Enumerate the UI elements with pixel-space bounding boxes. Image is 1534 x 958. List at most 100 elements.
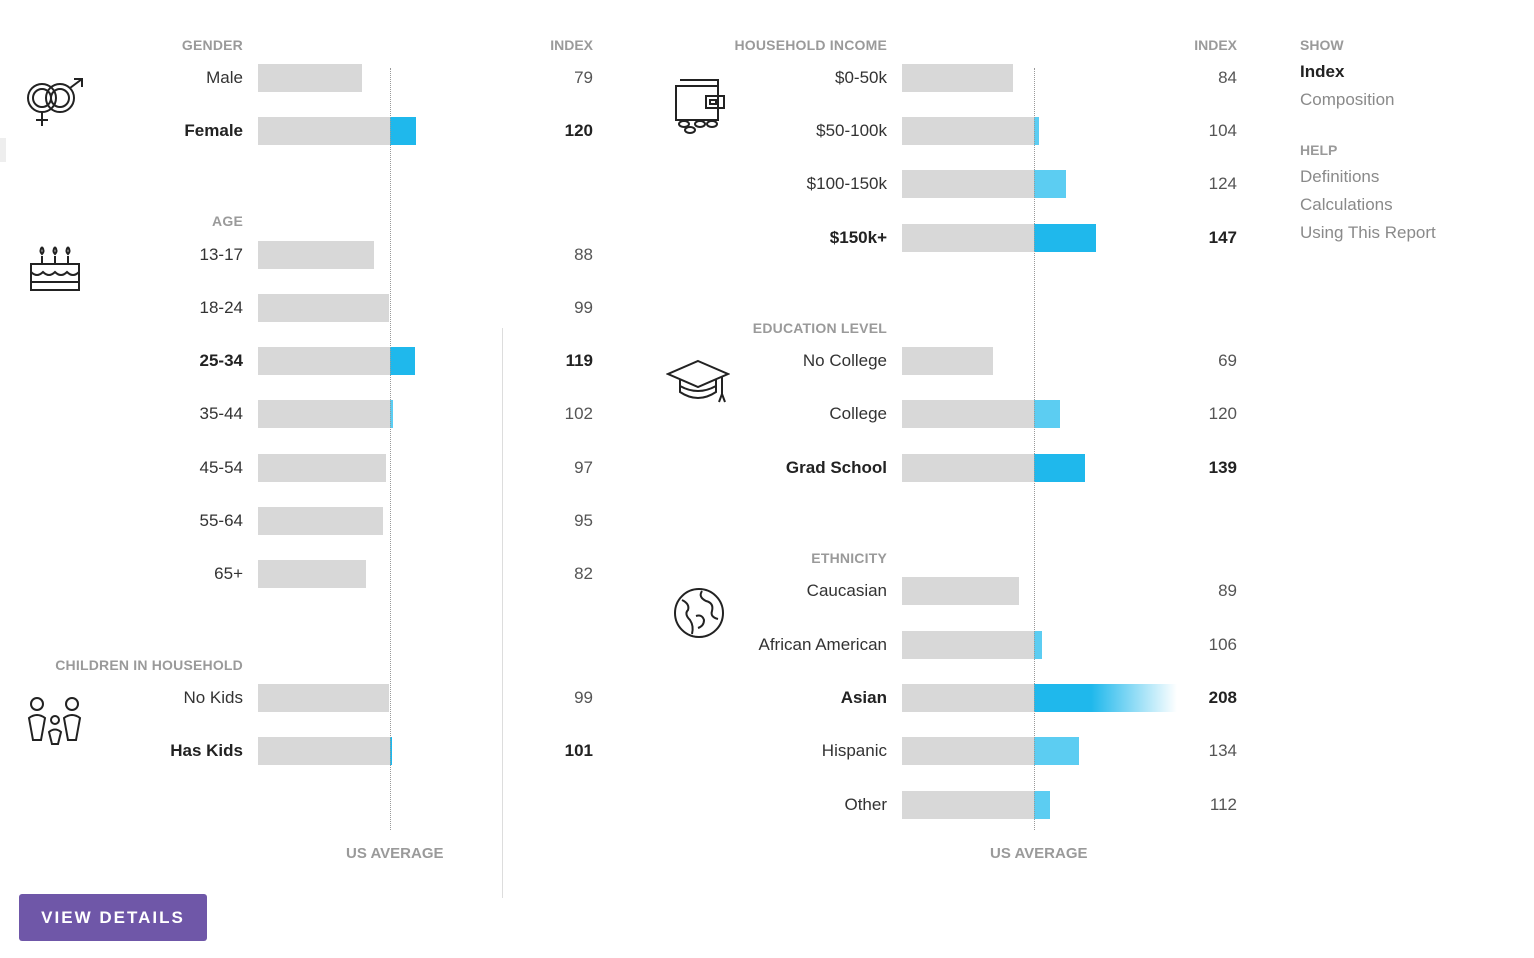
income-row-label: $0-50k bbox=[835, 68, 887, 87]
children-row-label: No Kids bbox=[183, 688, 243, 707]
ethnicity-row-value: 112 bbox=[1209, 795, 1237, 814]
ethnicity-row-value: 89 bbox=[1218, 581, 1237, 600]
ethnicity-row-label: Caucasian bbox=[806, 581, 887, 600]
ethnicity-bar-bg bbox=[902, 577, 1020, 605]
ethnicity-bar-bg bbox=[902, 684, 1034, 712]
gender-bar-bg bbox=[258, 64, 363, 92]
education-row-value: 139 bbox=[1208, 458, 1237, 477]
age-bar-fill bbox=[390, 347, 416, 375]
us-average-label-left: US AVERAGE bbox=[346, 845, 444, 862]
ethnicity-bar-fill bbox=[1034, 684, 1177, 712]
income-row-label: $150k+ bbox=[829, 228, 887, 247]
index-header-right: INDEX bbox=[1194, 37, 1237, 53]
age-row-label: 35-44 bbox=[199, 404, 243, 423]
using-this-report-link[interactable]: Using This Report bbox=[1300, 223, 1436, 242]
us-average-line-left bbox=[390, 68, 391, 830]
us-average-line-right bbox=[1034, 68, 1035, 830]
column-divider bbox=[502, 328, 503, 898]
age-bar-bg bbox=[258, 507, 384, 535]
age-row-label: 45-54 bbox=[199, 458, 243, 477]
index-header-left: INDEX bbox=[550, 37, 593, 53]
age-title: AGE bbox=[212, 213, 243, 229]
ethnicity-row-label: Hispanic bbox=[821, 741, 887, 760]
income-row-value: 124 bbox=[1208, 174, 1237, 193]
ethnicity-bar-fill bbox=[1034, 631, 1042, 659]
show-index-link[interactable]: Index bbox=[1300, 62, 1345, 81]
education-bar-bg bbox=[902, 347, 994, 375]
ethnicity-bar-fill bbox=[1034, 791, 1050, 819]
gender-title: GENDER bbox=[181, 37, 243, 53]
calculations-link[interactable]: Calculations bbox=[1300, 195, 1393, 214]
income-row-value: 104 bbox=[1208, 121, 1237, 140]
wallet-icon bbox=[675, 79, 725, 134]
education-title: EDUCATION LEVEL bbox=[752, 320, 887, 336]
age-row-value: 82 bbox=[574, 564, 593, 583]
ethnicity-bar-bg bbox=[902, 791, 1034, 819]
age-bar-fill bbox=[390, 400, 393, 428]
age-row-value: 99 bbox=[574, 298, 593, 317]
children-row-value: 99 bbox=[574, 688, 593, 707]
gender-bar-bg bbox=[258, 117, 390, 145]
show-title: SHOW bbox=[1300, 37, 1344, 53]
family-icon bbox=[27, 697, 82, 745]
ethnicity-title: ETHNICITY bbox=[811, 550, 887, 566]
ethnicity-row-label: Other bbox=[844, 795, 887, 814]
education-row-label: College bbox=[829, 404, 887, 423]
age-row-value: 102 bbox=[564, 404, 593, 423]
income-bar-bg bbox=[902, 224, 1034, 252]
income-bar-fill bbox=[1034, 224, 1097, 252]
ethnicity-row-label: Asian bbox=[840, 688, 887, 707]
age-row-label: 65+ bbox=[214, 564, 243, 583]
income-row-label: $50-100k bbox=[816, 121, 887, 140]
ethnicity-bar-fill bbox=[1034, 737, 1079, 765]
ethnicity-row-value: 134 bbox=[1208, 741, 1237, 760]
ethnicity-bar-bg bbox=[902, 631, 1034, 659]
age-row-label: 13-17 bbox=[199, 245, 243, 264]
age-bar-bg bbox=[258, 294, 389, 322]
children-bar-fill bbox=[390, 737, 392, 765]
gender-row-value: 79 bbox=[574, 68, 593, 87]
gender-row-label: Female bbox=[184, 121, 243, 140]
education-bar-fill bbox=[1034, 400, 1061, 428]
ethnicity-row-value: 106 bbox=[1208, 635, 1237, 654]
children-row-value: 101 bbox=[564, 741, 593, 760]
globe-icon bbox=[674, 588, 724, 638]
help-title: HELP bbox=[1300, 142, 1338, 158]
children-row-label: Has Kids bbox=[170, 741, 243, 760]
income-bar-bg bbox=[902, 117, 1034, 145]
education-bar-fill bbox=[1034, 454, 1086, 482]
us-average-label-right: US AVERAGE bbox=[990, 845, 1088, 862]
gender-row-label: Male bbox=[206, 68, 243, 87]
age-row-value: 88 bbox=[574, 245, 593, 264]
ethnicity-row-label: African American bbox=[758, 635, 888, 654]
children-bar-bg bbox=[258, 684, 389, 712]
income-bar-fill bbox=[1034, 117, 1040, 145]
age-row-value: 95 bbox=[574, 511, 593, 530]
age-row-label: 18-24 bbox=[199, 298, 243, 317]
education-row-value: 69 bbox=[1218, 351, 1237, 370]
birthday-cake-icon bbox=[30, 246, 80, 291]
age-bar-bg bbox=[258, 347, 390, 375]
education-row-label: No College bbox=[802, 351, 887, 370]
age-bar-bg bbox=[258, 454, 387, 482]
view-details-button[interactable]: VIEW DETAILS bbox=[19, 894, 207, 941]
definitions-link[interactable]: Definitions bbox=[1300, 167, 1380, 186]
children-bar-bg bbox=[258, 737, 390, 765]
age-row-value: 119 bbox=[565, 351, 593, 370]
income-row-label: $100-150k bbox=[806, 174, 887, 193]
children-title: CHILDREN IN HOUSEHOLD bbox=[55, 657, 243, 673]
age-row-label: 55-64 bbox=[199, 511, 243, 530]
gender-row-value: 120 bbox=[564, 121, 593, 140]
education-row-value: 120 bbox=[1208, 404, 1237, 423]
ethnicity-row-value: 208 bbox=[1208, 688, 1237, 707]
income-bar-fill bbox=[1034, 170, 1066, 198]
income-title: HOUSEHOLD INCOME bbox=[734, 37, 887, 53]
income-row-value: 84 bbox=[1218, 68, 1237, 87]
income-bar-bg bbox=[902, 170, 1034, 198]
age-bar-bg bbox=[258, 241, 375, 269]
age-row-label: 25-34 bbox=[199, 351, 243, 370]
edge-fragment bbox=[0, 138, 6, 162]
education-bar-bg bbox=[902, 400, 1034, 428]
show-composition-link[interactable]: Composition bbox=[1300, 90, 1395, 109]
education-bar-bg bbox=[902, 454, 1034, 482]
